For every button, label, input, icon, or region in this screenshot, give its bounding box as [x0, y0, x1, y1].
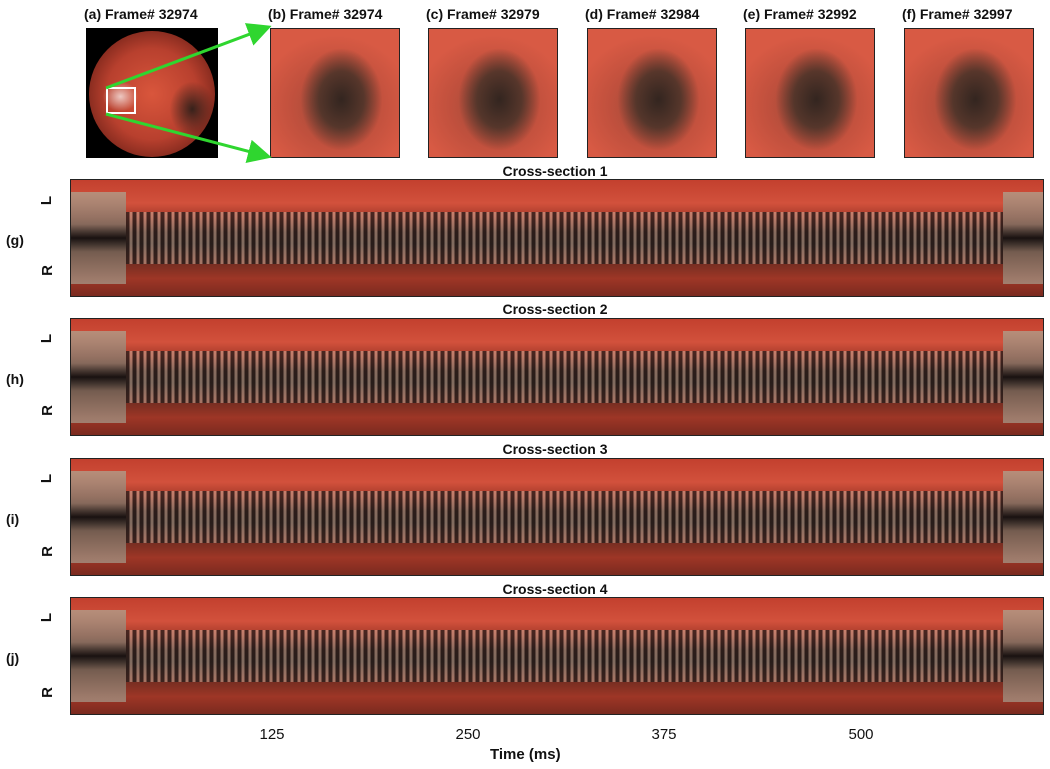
panel-4-right-label: R	[38, 687, 56, 698]
frame-e-image	[745, 28, 875, 158]
frame-c-title: (c) Frame# 32979	[426, 6, 540, 22]
panel-4-label: (j)	[6, 650, 20, 666]
zoom-arrow-bottom	[105, 112, 272, 164]
panel-3-label: (i)	[6, 511, 20, 527]
panel-2-left-label: L	[38, 333, 56, 344]
panel-4-left-label: L	[38, 612, 56, 623]
panel-3-title: Cross-section 3	[502, 441, 608, 457]
frame-c-image	[428, 28, 558, 158]
kymogram-4	[70, 597, 1044, 715]
kymogram-2-end	[1003, 330, 1043, 424]
kymogram-2	[70, 318, 1044, 436]
x-tick-250: 250	[455, 726, 481, 743]
zoom-arrow-top	[105, 23, 272, 90]
x-tick-375: 375	[651, 726, 677, 743]
x-axis-label: Time (ms)	[490, 746, 561, 763]
kymogram-3-vibration	[126, 491, 1003, 543]
panel-1-left-label: L	[38, 195, 56, 206]
kymogram-2-start	[71, 330, 126, 424]
kymogram-1	[70, 179, 1044, 297]
panel-2-right-label: R	[38, 405, 56, 416]
kymogram-1-start	[71, 191, 126, 285]
roi-box	[106, 87, 136, 114]
panel-4-title: Cross-section 4	[502, 581, 608, 597]
panel-3-right-label: R	[38, 546, 56, 557]
frame-b-image	[270, 28, 400, 158]
panel-1-label: (g)	[6, 232, 24, 248]
kymogram-4-end	[1003, 609, 1043, 703]
frame-e-title: (e) Frame# 32992	[743, 6, 857, 22]
frame-b-title: (b) Frame# 32974	[268, 6, 383, 22]
panel-2-label: (h)	[6, 371, 24, 387]
frame-f-title: (f) Frame# 32997	[902, 6, 1013, 22]
x-tick-500: 500	[848, 726, 874, 743]
kymogram-3	[70, 458, 1044, 576]
frame-a-title: (a) Frame# 32974	[84, 6, 198, 22]
panel-2-title: Cross-section 2	[502, 301, 608, 317]
x-tick-125: 125	[259, 726, 285, 743]
zoom-arrows	[105, 23, 272, 164]
panel-1-title: Cross-section 1	[502, 163, 608, 179]
kymogram-3-start	[71, 470, 126, 564]
frame-d-title: (d) Frame# 32984	[585, 6, 700, 22]
kymogram-2-vibration	[126, 351, 1003, 403]
frame-d-image	[587, 28, 717, 158]
kymogram-4-vibration	[126, 630, 1003, 682]
kymogram-3-end	[1003, 470, 1043, 564]
kymogram-4-start	[71, 609, 126, 703]
panel-3-left-label: L	[38, 473, 56, 484]
frame-f-image	[904, 28, 1034, 158]
kymogram-1-vibration	[126, 212, 1003, 264]
kymogram-1-end	[1003, 191, 1043, 285]
panel-1-right-label: R	[38, 265, 56, 276]
